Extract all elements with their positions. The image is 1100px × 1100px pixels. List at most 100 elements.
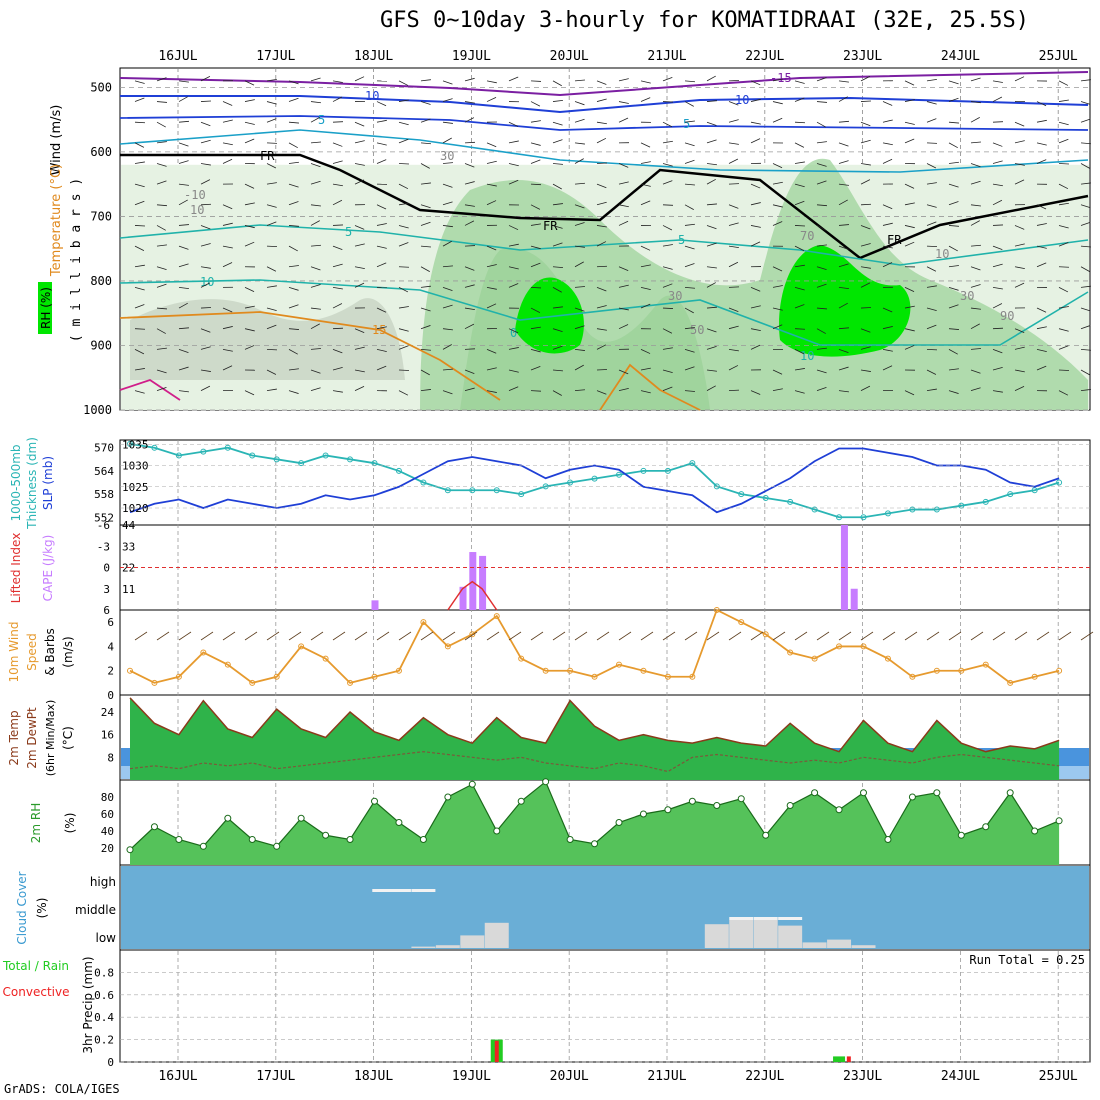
wind-barb-shaft — [684, 159, 695, 164]
wind-barb-shaft — [816, 328, 826, 334]
wind-barb-shaft — [860, 266, 871, 269]
wind-barb — [618, 181, 629, 185]
thickness-point — [542, 483, 549, 490]
wind-barb — [442, 390, 453, 395]
wind-barb-shaft — [156, 77, 167, 82]
wind-barb-shaft — [464, 284, 475, 288]
wind-barb — [860, 328, 871, 333]
wind-barb-shaft — [222, 222, 233, 226]
wind-barb-shaft — [794, 225, 806, 227]
wind-barb-shaft — [948, 304, 959, 309]
wind-barb-shaft — [926, 388, 937, 392]
wind-barb — [794, 390, 805, 394]
wind-barb-shaft — [684, 101, 694, 107]
thickness-point — [322, 452, 329, 459]
wind-barb — [574, 204, 585, 209]
wind-barb — [310, 369, 321, 374]
wind-barb-shaft — [420, 266, 430, 272]
cape-bar — [469, 552, 477, 610]
wind-barb-shaft — [684, 245, 695, 250]
wind-barb-shaft — [772, 266, 783, 272]
rh-point — [688, 797, 696, 805]
slp-line — [129, 447, 1060, 514]
temp-tick: 8 — [107, 751, 114, 764]
wind-barb — [596, 98, 607, 102]
rh-point — [566, 836, 574, 843]
wind-speed-point — [298, 643, 305, 650]
wind-barb — [618, 101, 629, 104]
wind-barb — [706, 178, 716, 185]
wind-barb — [640, 161, 651, 164]
wind-barb — [684, 159, 695, 164]
wind-barb-shaft — [728, 389, 740, 392]
wind-barb — [860, 100, 872, 102]
wind-speed-point — [567, 667, 574, 674]
wind-barb-shaft — [794, 183, 805, 188]
wind-barb-shaft — [772, 163, 783, 169]
wind-barb-shaft — [1014, 346, 1025, 350]
pressure-tick-label: 700 — [90, 209, 112, 223]
wind-barb — [376, 348, 387, 352]
wind-barb-shaft — [618, 307, 629, 311]
thickness-tick: 552 — [94, 511, 114, 524]
slp-tick: 1030 — [122, 460, 149, 473]
cloud-low-bar — [729, 920, 754, 948]
wind-barb-shaft — [552, 99, 563, 102]
wind-barb-shaft — [508, 347, 519, 350]
wind-barb — [420, 245, 431, 248]
wind-barb-shaft — [860, 76, 871, 82]
wind-barb-shaft — [706, 346, 717, 350]
wind-barb — [816, 180, 827, 185]
wind-barb-shaft — [948, 348, 958, 355]
wind-barb — [332, 367, 343, 371]
wind-barb-shaft — [904, 80, 915, 86]
wind-barb — [464, 117, 475, 123]
wind-barb — [1014, 225, 1025, 230]
wind-barb-shaft — [178, 96, 188, 102]
wind-barb — [1058, 306, 1069, 309]
wind-barb — [332, 160, 343, 164]
wind-speed-point — [444, 643, 451, 650]
wind-speed-point — [273, 673, 280, 680]
wind-barb — [354, 163, 365, 166]
credit-label: GrADS: COLA/IGES — [4, 1082, 120, 1096]
wind-barb — [992, 199, 1003, 206]
wind-barb-shaft — [596, 305, 607, 309]
wind-barb-shaft — [1058, 99, 1069, 102]
wind-barb-shaft — [508, 140, 519, 144]
rh-point — [395, 819, 403, 826]
lifted-line — [447, 580, 498, 611]
wind-barb — [970, 387, 981, 392]
wind-barb-shaft — [134, 225, 146, 227]
wind-barb-shaft — [794, 368, 805, 371]
wind-barb — [926, 221, 937, 226]
wind-barb — [772, 324, 783, 330]
wind-barb-shaft — [926, 142, 938, 144]
wind-barb-shaft — [332, 287, 343, 290]
wind-barb-shaft — [1058, 328, 1069, 332]
wind-barb-shaft — [266, 307, 277, 312]
cape-tick: 22 — [122, 562, 135, 575]
wind-barb-shaft — [222, 119, 233, 123]
wind-barb — [552, 266, 563, 269]
wind-barb — [486, 390, 497, 393]
wind-barb-shaft — [244, 183, 255, 189]
wind-barb — [420, 79, 431, 82]
rh-shade-bright-2 — [779, 245, 911, 357]
wind-barb — [662, 244, 673, 247]
ylabel-wind10-1: 10m Wind — [7, 622, 21, 683]
wind-barb-shaft — [970, 117, 980, 123]
wind-barb — [728, 142, 739, 145]
wind-barb-shaft — [354, 76, 365, 82]
wind-barb — [904, 202, 915, 206]
wind-barb — [200, 307, 212, 309]
wind-barb — [574, 118, 585, 123]
wind-barb — [134, 183, 145, 188]
wind-barb-shaft — [728, 261, 739, 268]
wind-barb — [794, 97, 805, 102]
wind-barb — [178, 183, 189, 186]
wind-barb-shaft — [860, 225, 871, 230]
wind-barb-shaft — [442, 304, 453, 309]
wind-barb-shaft — [574, 325, 585, 330]
wind-barb-shaft — [574, 158, 584, 164]
